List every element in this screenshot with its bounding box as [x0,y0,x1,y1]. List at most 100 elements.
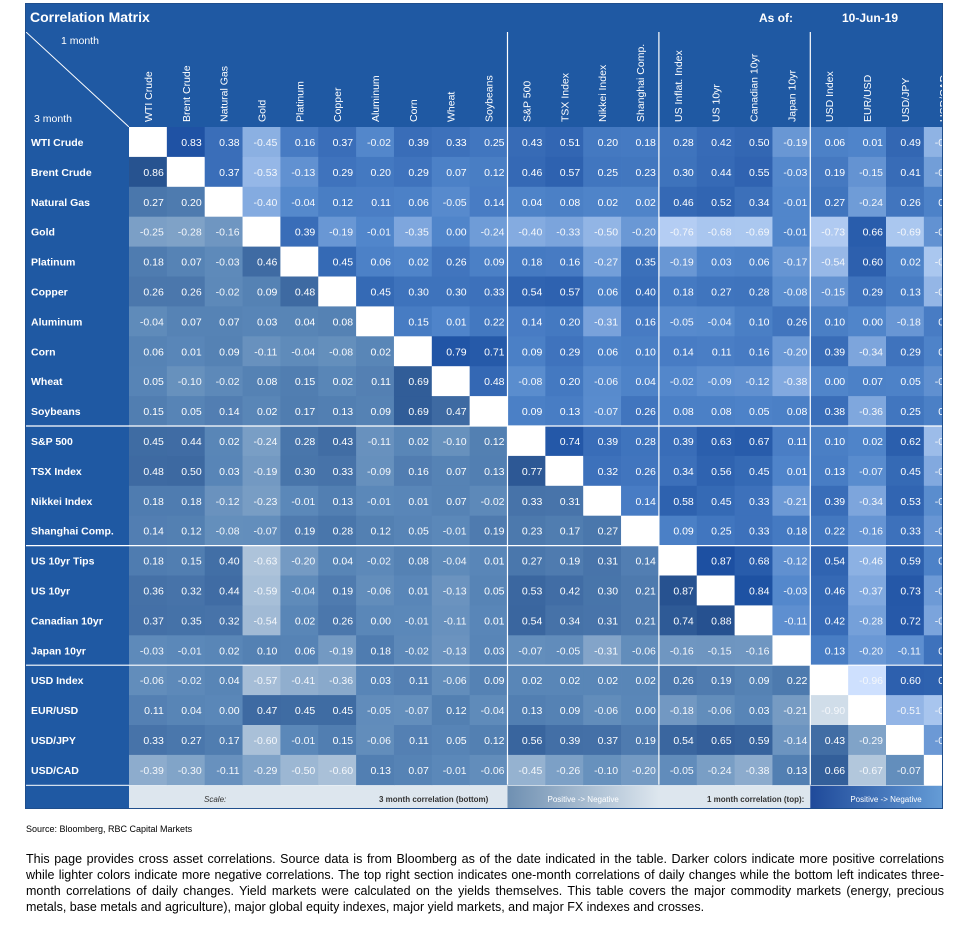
heatmap-cell [621,695,660,726]
heatmap-cell [129,575,168,606]
heatmap-cell [318,545,357,576]
cell-value-label: 0.57 [560,286,581,298]
cell-value-label: -0.51 [897,705,921,717]
heatmap-cell [734,635,773,666]
heatmap-cell [393,426,433,457]
heatmap-cell [810,426,849,457]
cell-value-label: -0.04 [291,585,315,597]
heatmap-cell [507,186,546,218]
cell-value-label: -0.11 [368,436,391,448]
cell-value-label: -0.01 [783,197,807,209]
heatmap-cell [431,725,471,756]
heatmap-cell [848,216,887,247]
heatmap-cell [886,455,925,487]
heatmap-cell [696,485,735,517]
cell-value-label: 0.02 [560,675,581,687]
cell-value-label: 0.14 [484,197,505,209]
cell-value-label: -0.20 [859,645,883,657]
heatmap-cell [545,545,584,576]
cell-value-label: 0.57 [560,167,581,179]
heatmap-cell [772,665,811,696]
cell-value-label: -0.69 [746,227,770,239]
heatmap-cell [356,426,395,457]
cell-value-label: -0.09 [367,466,391,478]
cell-value-label: 0.02 [598,197,619,209]
cell-value-label: 0.09 [938,406,942,418]
cell-value-label: -0.07 [859,466,883,478]
heatmap-cell [772,156,811,188]
title-bar: Correlation Matrix As of: 10-Jun-19 [26,4,942,32]
cell-value-label: 0.29 [900,346,921,358]
cell-value-label: -0.26 [935,167,942,179]
heatmap-cell [356,127,395,158]
cell-value-label: -0.20 [632,765,656,777]
cell-value-label: -0.54 [821,257,845,269]
heatmap-cell [129,396,168,427]
row-header-label: Corn [31,346,56,358]
heatmap-cell [431,246,471,277]
cell-value-label: 0.38 [825,406,846,418]
cell-value-label: 0.05 [408,526,429,538]
cell-value-label: 0.28 [673,137,694,149]
cell-value-label: -0.01 [443,526,467,538]
cell-value-label: 0.07 [446,167,467,179]
cell-value-label: 0.14 [522,316,543,328]
heatmap-cell [583,306,622,337]
heatmap-cell [621,186,660,218]
heatmap-cell [886,605,925,636]
heatmap-cell [886,396,925,427]
heatmap-cell [204,665,243,696]
heatmap-cell [696,605,735,636]
heatmap-cell [431,605,471,636]
heatmap-cell [545,127,584,158]
heatmap-cell [166,336,206,367]
cell-value-label: -0.04 [443,556,467,568]
row-header-label: Wheat [31,376,63,388]
footnote-text: This page provides cross asset correlati… [26,852,944,914]
heatmap-cell [204,455,243,487]
heatmap-cell [469,246,508,277]
cell-value-label: 0.54 [673,735,694,747]
heatmap-cell [280,635,319,666]
cell-value-label: -0.36 [859,406,883,418]
cell-value-label: 0.09 [484,675,505,687]
heatmap-cell [356,695,395,726]
heatmap-cell [772,306,811,337]
heatmap-cell [545,605,584,636]
heatmap-cell [658,276,698,307]
cell-value-label: 0.02 [295,615,316,627]
cell-value-label: 0.02 [635,197,656,209]
heatmap-cell [166,725,206,756]
cell-value-label: 0.02 [333,376,354,388]
heatmap-cell [242,396,281,427]
cell-value-label: 0.25 [711,526,732,538]
heatmap-cell [507,695,546,726]
cell-value-label: 0.02 [408,436,429,448]
row-header-label: S&P 500 [31,436,73,448]
cell-value-label: -0.46 [859,556,883,568]
heatmap-cell [545,246,584,277]
heatmap-cell [848,665,887,696]
heatmap-cell [545,396,584,427]
heatmap-cell [356,156,395,188]
cell-value-label: 0.46 [825,585,846,597]
heatmap-cell [621,485,660,517]
cell-value-label: 0.05 [484,585,505,597]
heatmap-cell [318,366,357,397]
cell-value-label: 0.66 [825,765,846,777]
cell-value-label: 0.01 [863,137,884,149]
cell-value-label: 0.52 [711,197,732,209]
cell-value-label: -0.08 [518,376,542,388]
heatmap-cell [393,455,433,487]
heatmap-cell [696,396,735,427]
heatmap-cell [848,605,887,636]
heatmap-cell [129,695,168,726]
cell-value-label: 0.09 [749,675,770,687]
cell-value-label: 0.33 [333,466,354,478]
heatmap-cell [583,127,622,158]
heatmap-cell [658,455,698,487]
heatmap-cell [469,695,508,726]
cell-value-label: -0.06 [632,645,656,657]
heatmap-cell [583,426,622,457]
row-header-band [26,127,129,785]
